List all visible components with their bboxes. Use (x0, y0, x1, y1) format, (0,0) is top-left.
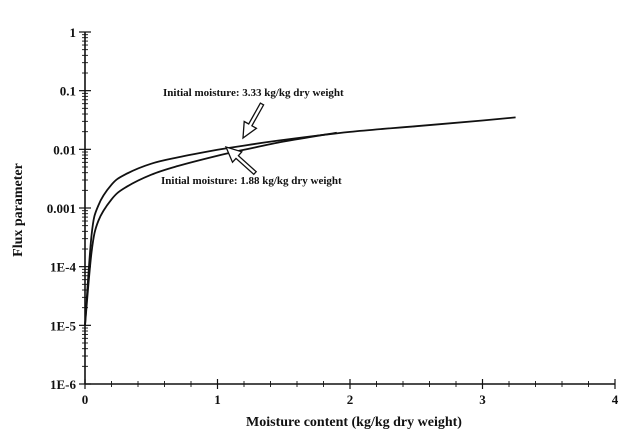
y-axis-title: Flux parameter (11, 163, 26, 257)
ticks: 0 1 2 3 4 1E-6 1E-5 1E-4 0.001 0.01 0.1 1 (47, 25, 619, 407)
annotations: Initial moisture: 3.33 kg/kg dry weight I… (161, 87, 344, 187)
annotation-arrow-1-88 (224, 145, 258, 176)
series-line-initial_1_88 (84, 131, 337, 326)
x-tick-label: 0 (82, 392, 89, 407)
x-tick-label: 3 (479, 392, 486, 407)
x-tick-label: 2 (347, 392, 354, 407)
series-line-initial_3_33 (84, 116, 516, 326)
x-axis-title: Moisture content (kg/kg dry weight) (246, 415, 462, 430)
annotation-initial-3-33: Initial moisture: 3.33 kg/kg dry weight (163, 87, 344, 99)
y-tick-label: 0.1 (60, 84, 76, 99)
axes (84, 32, 615, 385)
series-lines (84, 116, 516, 326)
annotation-initial-1-88: Initial moisture: 1.88 kg/kg dry weight (161, 175, 342, 187)
y-tick-label: 0.001 (47, 201, 76, 216)
y-tick-label: 1E-6 (50, 377, 77, 392)
y-tick-label: 1 (70, 25, 77, 40)
y-tick-label: 1E-5 (50, 318, 77, 333)
y-tick-label: 1E-4 (50, 260, 77, 275)
x-tick-label: 4 (612, 392, 619, 407)
y-tick-label: 0.01 (53, 142, 76, 157)
x-tick-label: 1 (214, 392, 221, 407)
annotation-arrow-3-33 (242, 102, 265, 140)
